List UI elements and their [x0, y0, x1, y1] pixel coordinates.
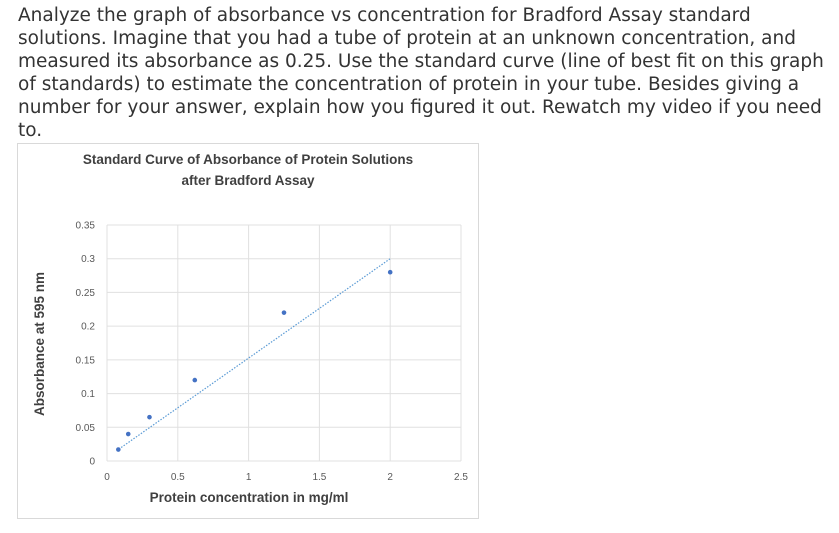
y-tick-label: 0.15 [76, 355, 96, 366]
chart-title-line2: after Bradford Assay [181, 173, 315, 188]
y-tick-label: 0.25 [76, 288, 96, 299]
data-point [125, 431, 131, 437]
x-tick-label: 1.5 [312, 472, 326, 483]
y-axis-label: Absorbance at 595 nm [32, 272, 47, 416]
y-tick-label: 0 [89, 457, 95, 468]
chart-title-line1: Standard Curve of Absorbance of Protein … [83, 152, 413, 167]
y-tick-label: 0.2 [81, 322, 95, 333]
x-tick-label: 0 [104, 472, 110, 483]
y-tick-label: 0.1 [81, 389, 95, 400]
x-axis-ticks: 0 0.5 1 1.5 2 2.5 [104, 472, 468, 483]
standard-curve-chart: Standard Curve of Absorbance of Protein … [32, 152, 468, 505]
data-points [116, 269, 393, 452]
data-point [192, 377, 198, 383]
y-tick-label: 0.3 [81, 254, 95, 265]
x-tick-label: 2.5 [454, 472, 468, 483]
data-point [116, 447, 121, 452]
question-text: Analyze the graph of absorbance vs conce… [18, 5, 824, 141]
x-axis-label: Protein concentration in mg/ml [150, 490, 349, 505]
y-tick-label: 0.35 [76, 221, 96, 232]
x-tick-label: 0.5 [171, 472, 185, 483]
y-axis-ticks: 0 0.05 0.1 0.15 0.2 0.25 0.3 0.35 [76, 221, 96, 468]
data-point [281, 310, 287, 315]
trendline [120, 258, 391, 449]
grid-lines [106, 224, 462, 462]
chart-frame: Standard Curve of Absorbance of Protein … [17, 143, 479, 519]
data-point [387, 269, 393, 275]
data-point [147, 414, 152, 420]
x-tick-label: 2 [387, 472, 393, 483]
x-tick-label: 1 [246, 472, 252, 483]
y-tick-label: 0.05 [76, 423, 96, 434]
